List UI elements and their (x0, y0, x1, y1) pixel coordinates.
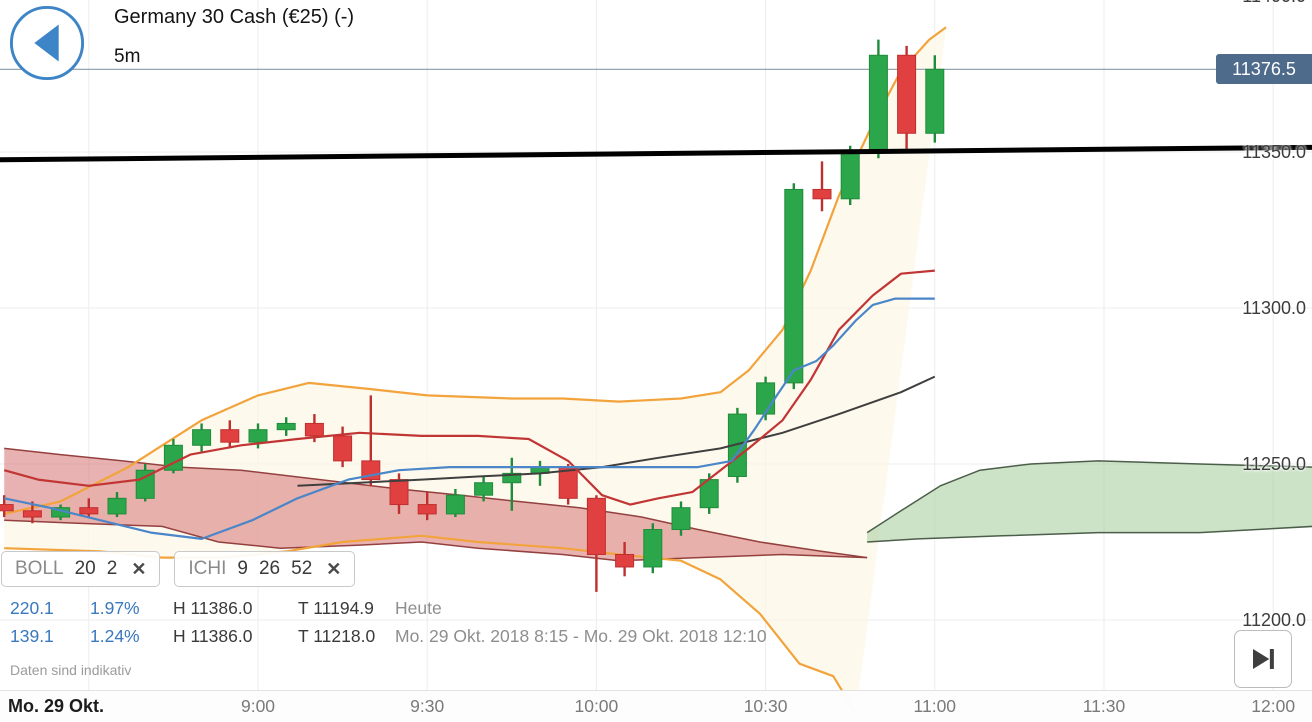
low-value: T 11194.9 (298, 598, 374, 618)
indicator-name: BOLL (15, 558, 64, 579)
back-button[interactable] (8, 4, 86, 82)
time-axis-label: 11:00 (913, 696, 957, 716)
low-value: T 11218.0 (298, 626, 376, 646)
ichimoku-kijun-line (3, 269, 935, 506)
time-axis-label: 12:00 (1251, 696, 1296, 716)
ma-line (297, 375, 936, 487)
indicator-chips: BOLL 20 2 ✕ ICHI 9 26 52 ✕ (1, 551, 356, 587)
change-percent: 1.97% (90, 598, 140, 618)
period-label: Heute (395, 598, 442, 618)
change-percent: 1.24% (90, 626, 140, 646)
time-axis-label: 9:30 (410, 696, 445, 716)
time-axis-label: 11:30 (1082, 696, 1126, 716)
ichimoku-cloud-bearish-edge (4, 519, 868, 562)
skip-to-latest-button[interactable] (1234, 630, 1292, 688)
instrument-title: Germany 30 Cash (€25) (-) (114, 6, 355, 28)
stats-row-range: 139.1 1.24% H 11386.0 T 11218.0 Mo. 29 O… (0, 626, 900, 650)
time-axis: Mo. 29 Okt. 9:00 9:30 10:00 10:30 11:00 11:30 1… (0, 690, 1312, 722)
indicator-chip-ichi[interactable]: ICHI 9 26 52 ✕ (174, 551, 356, 587)
ichimoku-cloud-bullish-edge (867, 525, 1312, 543)
indicator-param: 9 (237, 558, 248, 579)
ichimoku-cloud-bullish-edge (866, 460, 1312, 534)
bollinger-upper-line (3, 26, 947, 515)
stats-panel: 220.1 1.97% H 11386.0 T 11194.9 Heute 13… (0, 598, 900, 688)
indicator-param: 52 (291, 558, 313, 579)
indicator-name: ICHI (188, 558, 227, 579)
stats-row-today: 220.1 1.97% H 11386.0 T 11194.9 Heute (0, 598, 900, 622)
back-arrow-icon (9, 5, 85, 81)
period-label: Mo. 29 Okt. 2018 8:15 - Mo. 29 Okt. 2018… (395, 626, 767, 646)
change-value: 139.1 (10, 626, 54, 646)
time-axis-label: 10:30 (743, 696, 788, 716)
current-price-badge: 11376.5 (1216, 54, 1312, 85)
trendline[interactable] (0, 144, 1312, 163)
time-axis-label: Mo. 29 Okt. (8, 696, 105, 716)
disclaimer: Daten sind indikativ (10, 662, 132, 678)
play-to-end-icon (1253, 649, 1274, 669)
indicator-param: 2 (106, 558, 118, 579)
remove-indicator-icon[interactable]: ✕ (326, 558, 342, 579)
ichimoku-tenkan-line (3, 297, 935, 541)
high-value: H 11386.0 (173, 598, 253, 618)
high-value: H 11386.0 (173, 626, 253, 646)
change-value: 220.1 (10, 598, 54, 618)
indicator-param: 20 (74, 558, 96, 579)
timeframe-selector[interactable]: 5m (114, 46, 141, 67)
time-axis-label: 9:00 (240, 696, 276, 716)
chart-header: Germany 30 Cash (€25) (-) 5m (114, 6, 354, 68)
remove-indicator-icon[interactable]: ✕ (131, 558, 147, 579)
ichimoku-cloud-bullish (867, 460, 1312, 542)
indicator-chip-boll[interactable]: BOLL 20 2 ✕ (1, 551, 161, 587)
indicator-param: 26 (258, 558, 281, 579)
time-axis-label: 10:00 (574, 696, 619, 716)
